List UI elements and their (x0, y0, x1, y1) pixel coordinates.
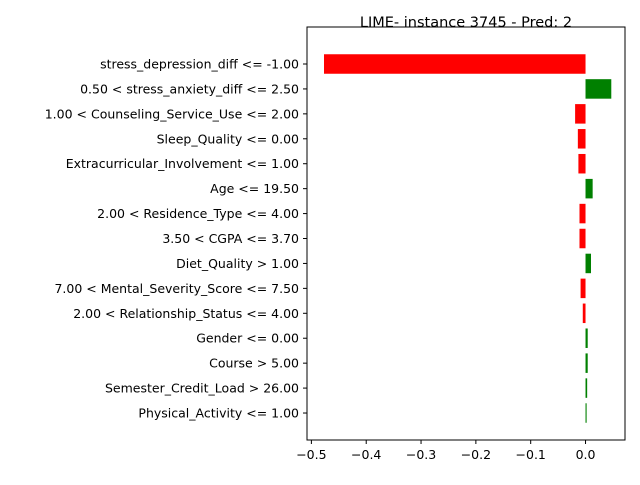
bar (585, 178, 593, 199)
bars-layer (324, 54, 612, 423)
bar (578, 153, 586, 174)
y-tick-label: 1.00 < Counseling_Service_Use <= 2.00 (45, 106, 299, 121)
bar (585, 328, 588, 348)
y-tick-label: Extracurricular_Involvement <= 1.00 (66, 156, 299, 171)
y-tick-label: Sleep_Quality <= 0.00 (157, 131, 299, 146)
x-tick-label: 0.0 (576, 447, 596, 462)
bar (585, 403, 587, 423)
bar (585, 378, 588, 398)
y-tick-label: 2.00 < Residence_Type <= 4.00 (97, 206, 299, 221)
x-tick-label: −0.4 (351, 447, 381, 462)
x-axis-ticks: −0.5 −0.4 −0.3 −0.2 −0.1 0.0 (296, 440, 596, 462)
x-tick-label: −0.2 (461, 447, 491, 462)
y-tick-label: 2.00 < Relationship_Status <= 4.00 (73, 306, 299, 321)
bar (585, 79, 612, 99)
bar (577, 129, 586, 149)
bar (579, 228, 586, 249)
y-tick-label: Gender <= 0.00 (196, 331, 299, 346)
y-tick-label: Course > 5.00 (209, 356, 299, 371)
bar (575, 104, 586, 124)
y-tick-label: Age <= 19.50 (210, 181, 299, 196)
y-axis-ticks: stress_depression_diff <= -1.00 0.50 < st… (45, 57, 307, 421)
bar (579, 203, 586, 224)
plot-frame (306, 26, 626, 441)
bar (582, 303, 586, 324)
y-tick-label: Diet_Quality > 1.00 (176, 256, 299, 271)
x-tick-label: −0.5 (296, 447, 326, 462)
y-tick-label: 3.50 < CGPA <= 3.70 (162, 231, 299, 246)
bar (585, 353, 588, 373)
y-tick-label: Semester_Credit_Load > 26.00 (105, 381, 299, 396)
y-tick-label: Physical_Activity <= 1.00 (138, 406, 299, 421)
x-tick-label: −0.1 (516, 447, 546, 462)
y-tick-label: 0.50 < stress_anxiety_diff <= 2.50 (80, 81, 299, 96)
y-tick-label: 7.00 < Mental_Severity_Score <= 7.50 (54, 281, 299, 296)
bar (324, 54, 586, 74)
bar (580, 278, 586, 299)
chart-title: LIME- instance 3745 - Pred: 2 (360, 15, 572, 31)
y-tick-label: stress_depression_diff <= -1.00 (100, 57, 299, 72)
x-tick-label: −0.3 (406, 447, 436, 462)
bar (585, 253, 591, 274)
